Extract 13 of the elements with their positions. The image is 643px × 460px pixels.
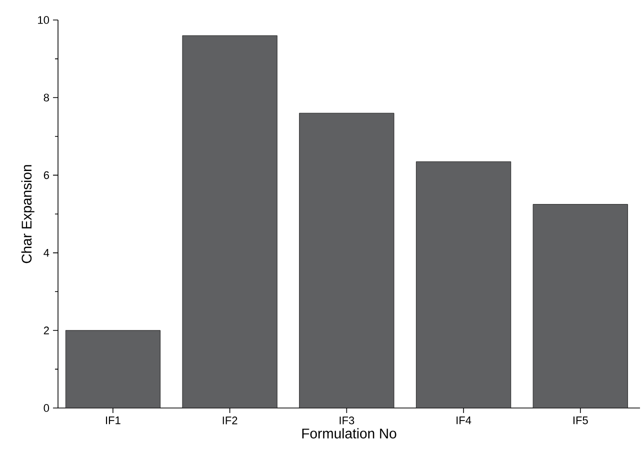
- y-tick-label: 10: [38, 16, 50, 24]
- x-tick-label: IF2: [222, 416, 238, 424]
- y-tick-label: 0: [44, 404, 50, 412]
- y-tick-label: 6: [44, 171, 49, 180]
- x-tick-label: IF4: [456, 416, 472, 424]
- x-tick-label: IF5: [573, 416, 588, 424]
- x-tick-label: IF3: [340, 416, 354, 424]
- y-tick-label: 2: [44, 326, 49, 334]
- y-tick-label: 8: [44, 94, 49, 102]
- x-axis-title: Formulation No: [302, 428, 396, 438]
- y-tick-label: 4: [44, 249, 50, 257]
- y-axis-title: Char Expansion: [21, 165, 34, 264]
- x-tick-label: IF1: [106, 416, 120, 424]
